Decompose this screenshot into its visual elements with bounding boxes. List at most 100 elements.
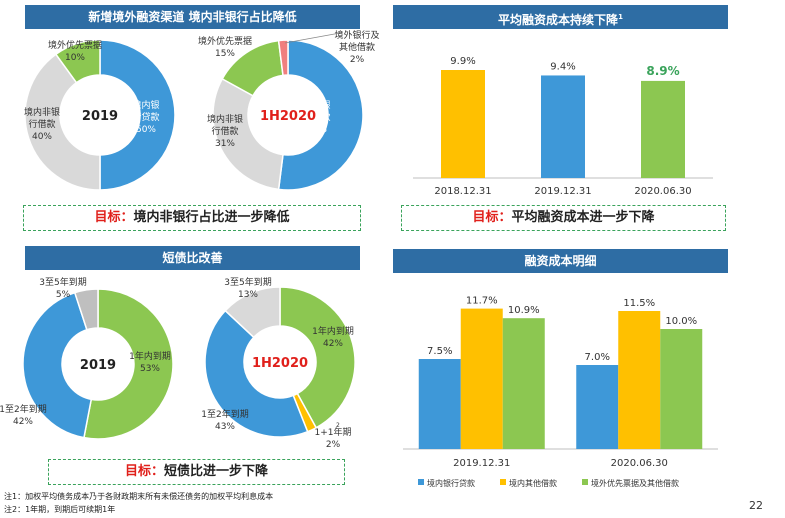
legend-swatch-1 [500, 479, 506, 485]
slice-label-3-line: 2% [350, 55, 365, 65]
donut-slice-1 [212, 77, 284, 191]
title-superscript: 1 [618, 13, 623, 21]
bar-1-2 [660, 329, 703, 449]
bar-value-label: 11.7% [466, 296, 498, 307]
bar-value-label: 7.5% [427, 346, 452, 357]
x-tick-label-0: 2018.12.31 [434, 186, 491, 197]
slice-label-3-line: 13% [238, 290, 258, 300]
bar-chart-cost-detail: 7.5% 11.7% 10.9% 2019.12.31 7.0% 11.5% 10.0% 20… [403, 296, 718, 488]
donut-slice-3 [224, 286, 281, 339]
bar-0-1 [460, 308, 503, 449]
donut-center-label: 2019 [82, 109, 118, 124]
slice-label-2-line: 43% [215, 422, 235, 432]
slice-label-2-line: 1至2年到期 [201, 408, 248, 420]
slice-label-0-line: 52% [307, 125, 327, 135]
target-box-nonbank: 目标：境内非银行占比进一步降低 [23, 205, 361, 231]
donut-slice-1 [24, 53, 101, 191]
slice-label-0-line: 1年内到期 [312, 325, 354, 337]
slice-label-1-line: 2% [326, 440, 341, 450]
bar-0-0 [418, 359, 461, 449]
target-text: 境内非银行占比进一步降低 [133, 210, 290, 225]
slice-label-2-line: 10% [65, 53, 85, 63]
slice-label-1-line: 1+1年期 [315, 426, 352, 438]
bar-value-label: 11.5% [623, 298, 655, 309]
panel-title: 融资成本明细 [524, 254, 597, 268]
bar-0 [441, 70, 485, 178]
target-box-short-debt: 目标：短债比进一步下降 [48, 459, 345, 485]
target-text: 平均融资成本进一步下降 [511, 210, 655, 225]
slice-label-0-line: 境内银 [132, 99, 159, 111]
slice-label-2-line: 3至5年到期 [39, 276, 86, 288]
slice-label-3-line: 境外银行及 [334, 30, 379, 41]
target-text: 短债比进一步下降 [164, 464, 269, 479]
bar-value-label: 7.0% [585, 352, 610, 363]
x-tick-label-0: 2019.12.31 [453, 458, 510, 469]
panel-header-cost-detail: 融资成本明细 [393, 249, 728, 273]
donut-slice-2 [73, 288, 99, 331]
x-tick-label-2: 2020.06.30 [634, 186, 691, 197]
footnote-1: 注1：加权平均债务成本乃于各财政期末所有未偿还债务的加权平均利息成本 [4, 492, 274, 501]
footnote-2: 注2：1年期，到期后可续期1年 [4, 505, 116, 514]
donut-slice-0 [99, 39, 176, 191]
slice-label-0-line: 42% [323, 339, 343, 349]
legend-label-1: 境内其他借款 [509, 478, 557, 488]
bar-value-label: 10.9% [508, 305, 540, 316]
slice-label-0-line: 境内银 [303, 99, 330, 111]
donut-slice-0 [277, 39, 364, 191]
bar-2 [641, 80, 685, 178]
leader-line [284, 32, 341, 44]
donut-slice-2 [54, 39, 101, 84]
slice-label-1-line: 境内非银 [207, 113, 243, 125]
slice-label-2-line: 境外优先票据 [198, 35, 252, 47]
donut-slice-3 [277, 39, 289, 77]
pie-chart-1h2020-maturity: 1年内到期 42% 1+1年期 2% 1至2年到期 43% 3至5年到期 13% 1H2020 2 [201, 276, 356, 450]
slice-label-2-line: 5% [56, 290, 71, 300]
slice-label-2-line: 境外优先票据 [48, 39, 102, 51]
legend-label-2: 境外优先票据及其他借款 [591, 478, 679, 488]
page-number: 22 [749, 499, 763, 512]
target-box-cost: 目标：平均融资成本进一步下降 [401, 205, 726, 231]
panel-header-short-debt: 短债比改善 [25, 246, 360, 270]
bar-value-label-0: 9.9% [450, 56, 475, 67]
slice-label-1-line: 31% [215, 139, 235, 149]
panel-title: 新增境外融资渠道 境内非银行占比降低 [88, 10, 297, 24]
slice-label-0-line: 50% [136, 125, 156, 135]
slice-label-0-line: 行贷款 [303, 111, 330, 123]
bar-1 [541, 75, 585, 178]
slice-label-1-line: 40% [32, 132, 52, 142]
bar-0-2 [502, 318, 545, 449]
pie-chart-2019-maturity: 1年内到期 53% 1至2年到期 42% 3至5年到期 5% 2019 [0, 276, 174, 440]
target-key: 目标： [472, 210, 512, 225]
donut-slice-1 [22, 291, 93, 439]
slice-label-1-line: 42% [13, 417, 33, 427]
legend-swatch-0 [418, 479, 424, 485]
bar-1-1 [618, 311, 661, 449]
bar-value-label-1: 9.4% [550, 61, 575, 72]
x-tick-label-1: 2019.12.31 [534, 186, 591, 197]
slice-label-0-line: 1年内到期 [129, 350, 171, 362]
slice-label-0-line: 行贷款 [132, 111, 159, 123]
bar-1-0 [576, 365, 619, 449]
x-tick-label-1: 2020.06.30 [611, 458, 668, 469]
legend-swatch-2 [582, 479, 588, 485]
donut-center-label: 2019 [80, 358, 116, 373]
donut-center-label: 1H2020 [252, 356, 308, 371]
slice-label-1-line: 境内非银 [24, 106, 60, 118]
panel-header-avg-cost: 平均融资成本持续下降1 [393, 5, 728, 29]
bar-value-label-2: 8.9% [646, 64, 679, 78]
donut-slice-2 [204, 309, 309, 438]
donut-slice-0 [279, 286, 356, 429]
panel-title: 短债比改善 [162, 251, 223, 265]
slice-label-3-line: 3至5年到期 [224, 276, 271, 288]
footnote-ref: 2 [336, 422, 340, 429]
slice-label-2-line: 15% [215, 49, 235, 59]
slice-label-1-line: 行借款 [211, 125, 238, 137]
target-key: 目标： [94, 210, 134, 225]
slice-label-3-line: 其他借款 [339, 41, 375, 53]
donut-center-label: 1H2020 [260, 109, 316, 124]
target-key: 目标： [124, 464, 164, 479]
donut-slice-0 [83, 288, 174, 440]
panel-title: 平均融资成本持续下降 [498, 13, 619, 27]
